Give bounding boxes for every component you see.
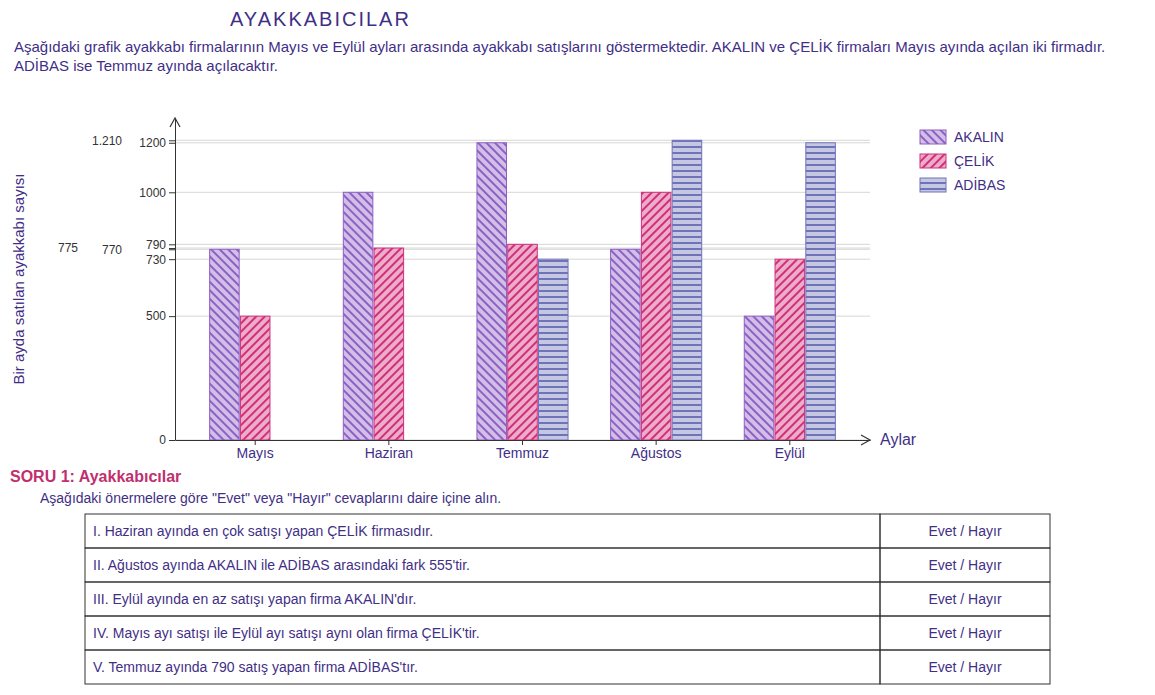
y-tick-label: 1.210 bbox=[92, 134, 122, 148]
x-tick-label: Eylül bbox=[775, 445, 805, 461]
statement: III. Eylül ayında en az satışı yapan fir… bbox=[93, 591, 416, 607]
page-root: AYAKKABICILAR Aşağıdaki grafik ayakkabı f… bbox=[0, 0, 1155, 695]
table-cell bbox=[880, 514, 1050, 548]
bars bbox=[210, 140, 836, 440]
y-tick: 1200 bbox=[139, 136, 175, 150]
question-instruction: Aşağıdaki önermelere göre "Evet" veya "H… bbox=[40, 490, 501, 506]
y-tick-label: 0 bbox=[159, 433, 166, 447]
table-cell bbox=[880, 650, 1050, 684]
x-tick-label: Haziran bbox=[365, 445, 413, 461]
legend-label: AKALIN bbox=[954, 129, 1004, 145]
legend-label: ÇELİK bbox=[954, 152, 995, 169]
statement: IV. Mayıs ayı satışı ile Eylül ayı satış… bbox=[93, 624, 480, 641]
y-tick-label: 770 bbox=[102, 243, 122, 257]
page: AYAKKABICILAR Aşağıdaki grafik ayakkabı f… bbox=[0, 0, 1155, 695]
y-tick: 790 bbox=[146, 238, 175, 252]
x-axis-title: Aylar bbox=[880, 431, 917, 448]
table-cell bbox=[85, 616, 880, 650]
y-tick-mark bbox=[169, 259, 175, 260]
x-tick: Mayıs bbox=[237, 440, 274, 461]
y-tick-label: 1200 bbox=[139, 136, 166, 150]
intro-text: Aşağıdaki grafik ayakkabı firmalarının M… bbox=[14, 38, 1105, 74]
question-title: SORU 1: Ayakkabıcılar bbox=[10, 468, 181, 485]
bar bbox=[806, 143, 836, 440]
x-tick: Haziran bbox=[365, 440, 413, 461]
y-tick-mark bbox=[169, 244, 175, 245]
bar bbox=[539, 259, 569, 440]
x-tick: Temmuz bbox=[496, 440, 549, 461]
grid bbox=[175, 140, 870, 440]
grid-line bbox=[175, 192, 870, 193]
bar bbox=[508, 244, 538, 440]
y-tick-mark bbox=[169, 440, 175, 441]
bar bbox=[343, 192, 373, 440]
answer-choice: Evet / Hayır bbox=[928, 591, 1001, 607]
table-cell bbox=[880, 616, 1050, 650]
answer-choice: Evet / Hayır bbox=[928, 659, 1001, 675]
answer-choice: Evet / Hayır bbox=[928, 557, 1001, 573]
y-tick-label: 775 bbox=[58, 241, 78, 255]
y-tick-mark bbox=[169, 316, 175, 317]
y-tick-label: 790 bbox=[146, 238, 166, 252]
y-tick-label: 500 bbox=[146, 309, 166, 323]
y-tick: 0 bbox=[159, 433, 175, 447]
y-tick: 1.210 bbox=[92, 134, 175, 148]
legend-swatch bbox=[920, 178, 946, 192]
y-tick-mark bbox=[169, 192, 175, 193]
legend: AKALIN ÇELİK ADİBAS bbox=[920, 129, 1005, 193]
statement: II. Ağustos ayında AKALIN ile ADİBAS ara… bbox=[93, 556, 470, 573]
y-axis-arrow bbox=[170, 118, 180, 127]
bar bbox=[672, 140, 702, 440]
grid-line bbox=[175, 142, 870, 143]
table-cell bbox=[85, 514, 880, 548]
table-cell bbox=[85, 582, 880, 616]
y-tick-label: 730 bbox=[146, 253, 166, 267]
grid-line bbox=[175, 140, 870, 141]
title: AYAKKABICILAR bbox=[230, 8, 411, 30]
bar bbox=[641, 192, 671, 440]
table-cell bbox=[880, 582, 1050, 616]
y-tick: 1000 bbox=[139, 186, 175, 200]
y-tick-mark bbox=[169, 140, 175, 141]
y-tick-mark bbox=[169, 248, 175, 249]
answer-choice: Evet / Hayır bbox=[928, 523, 1001, 539]
x-tick-label: Temmuz bbox=[496, 445, 549, 461]
answer-choice: Evet / Hayır bbox=[928, 625, 1001, 641]
table-cell bbox=[85, 548, 880, 582]
y-axis: 0 500 730 770 775 790 1000 1200 1.210 bbox=[58, 119, 176, 448]
bar bbox=[775, 259, 805, 440]
bar bbox=[210, 249, 240, 440]
statement: V. Temmuz ayında 790 satış yapan firma A… bbox=[93, 658, 418, 675]
table-cell bbox=[880, 548, 1050, 582]
y-axis-title: Bir ayda satılan ayakkabı sayısı bbox=[10, 174, 27, 385]
text-line: Aşağıdaki grafik ayakkabı firmalarının M… bbox=[14, 38, 1105, 55]
y-tick-mark bbox=[169, 249, 175, 250]
y-tick-label: 1000 bbox=[139, 186, 166, 200]
text-line: ADİBAS ise Temmuz ayında açılacaktır. bbox=[14, 57, 278, 74]
y-tick: 500 bbox=[146, 309, 175, 323]
legend-label: ADİBAS bbox=[954, 176, 1005, 193]
x-tick: Ağustos bbox=[631, 440, 682, 461]
y-tick-mark bbox=[169, 143, 175, 144]
y-tick: 730 bbox=[146, 253, 175, 267]
legend-swatch bbox=[920, 154, 946, 168]
bar bbox=[611, 249, 641, 440]
bar bbox=[744, 316, 774, 440]
x-axis: Mayıs Haziran Temmuz Ağustos Eylül bbox=[176, 440, 871, 461]
bar bbox=[374, 248, 404, 440]
x-tick-label: Mayıs bbox=[237, 445, 274, 461]
y-axis-line bbox=[175, 119, 176, 441]
bar bbox=[240, 316, 270, 440]
legend-swatch bbox=[920, 130, 946, 144]
statement: I. Haziran ayında en çok satışı yapan ÇE… bbox=[93, 522, 433, 539]
x-tick: Eylül bbox=[775, 440, 805, 461]
bar bbox=[477, 143, 507, 440]
x-tick-label: Ağustos bbox=[631, 445, 682, 461]
question-table: I. Haziran ayında en çok satışı yapan ÇE… bbox=[85, 514, 1050, 684]
x-axis-arrow bbox=[861, 435, 870, 445]
table-cell bbox=[85, 650, 880, 684]
